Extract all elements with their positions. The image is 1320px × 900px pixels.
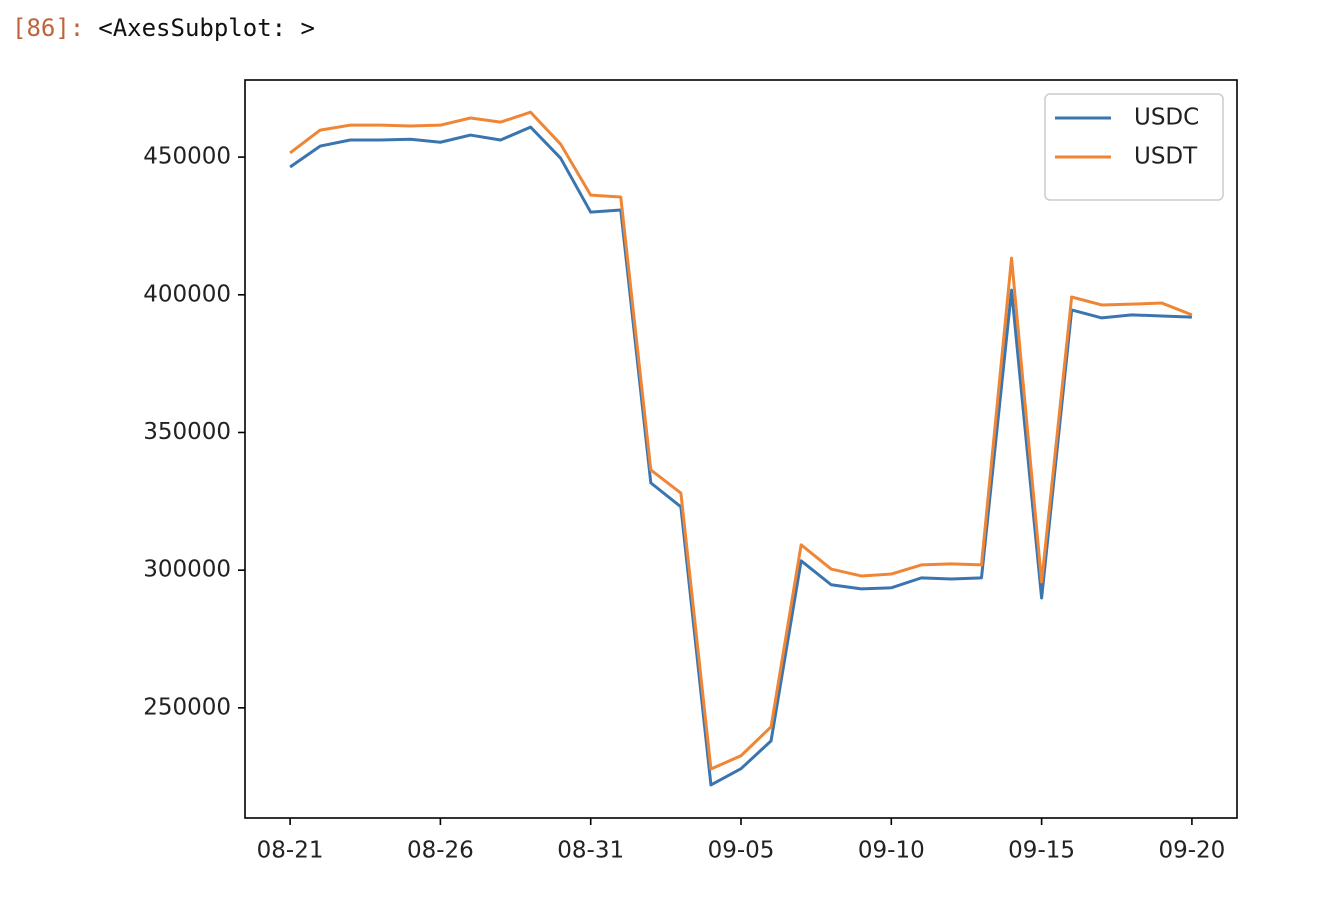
y-tick-label: 300000 [143,557,231,583]
x-tick-label: 09-10 [858,838,925,864]
cell-header: [86]: <AxesSubplot: > [12,14,315,42]
series-line [289,125,1192,787]
series-line [289,110,1193,771]
legend-box [1044,93,1224,201]
x-tick-label: 08-26 [407,838,474,864]
legend-label: USDC [1134,105,1199,131]
y-tick-label: 450000 [143,144,231,170]
x-tick-label: 08-31 [557,838,624,864]
x-tick-label: 09-05 [708,838,775,864]
execution-prompt: [86]: [12,14,85,42]
output-text: <AxesSubplot: > [98,14,315,42]
y-tick-label: 250000 [143,694,231,720]
y-tick-label: 400000 [143,281,231,307]
x-tick-label: 09-20 [1158,838,1225,864]
x-tick-label: 08-21 [257,838,324,864]
x-tick-label: 09-15 [1008,838,1075,864]
y-tick-label: 350000 [143,419,231,445]
legend-label: USDT [1134,144,1198,170]
